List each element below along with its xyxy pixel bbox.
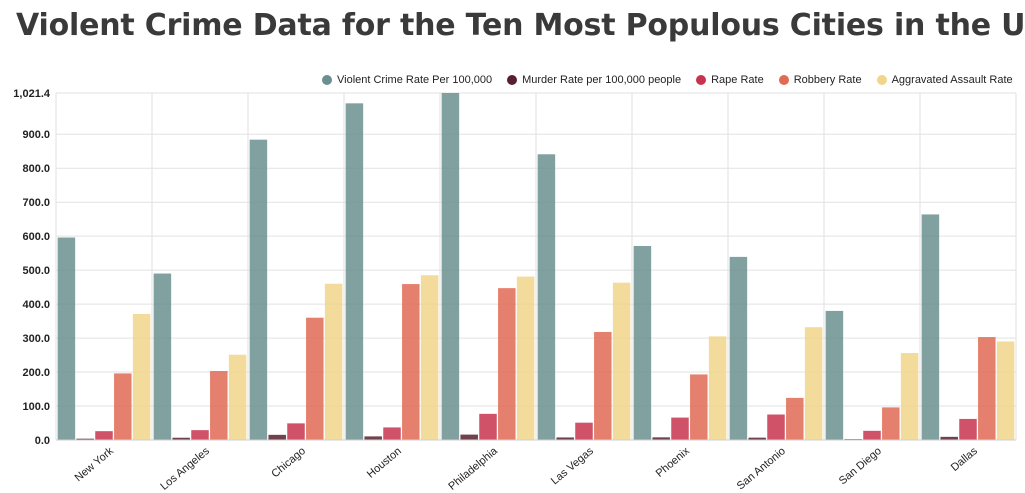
bar[interactable] (345, 103, 364, 440)
y-tick-label: 200.0 (22, 367, 50, 379)
bar[interactable] (690, 374, 708, 440)
x-tick-label: San Diego (837, 445, 884, 487)
bar[interactable] (153, 273, 172, 440)
legend-label: Robbery Rate (793, 74, 862, 86)
bar[interactable] (383, 427, 401, 440)
bar[interactable] (959, 418, 977, 440)
bar[interactable] (921, 214, 940, 440)
legend-swatch (322, 75, 332, 85)
bar[interactable] (575, 422, 593, 440)
bar[interactable] (402, 284, 420, 440)
bar[interactable] (537, 154, 556, 441)
bar[interactable] (612, 282, 631, 440)
y-tick-label: 300.0 (22, 333, 50, 345)
bar[interactable] (287, 423, 305, 440)
bar[interactable] (516, 276, 535, 440)
x-tick-label: Houston (365, 445, 404, 481)
bar[interactable] (900, 353, 919, 440)
legend-item[interactable]: Aggravated Assault Rate (876, 74, 1013, 86)
y-tick-label: 1,021.4 (13, 88, 51, 100)
bar[interactable] (825, 310, 844, 440)
bar[interactable] (671, 417, 689, 440)
bar[interactable] (95, 431, 113, 440)
bar[interactable] (863, 430, 881, 440)
bar[interactable] (498, 288, 516, 440)
chart-legend: Violent Crime Rate Per 100,000 Murder Rat… (322, 72, 1025, 88)
x-tick-label: Las Vegas (549, 445, 596, 488)
legend-item[interactable]: Murder Rate per 100,000 people (507, 74, 681, 86)
x-tick-label: Phoenix (654, 445, 693, 480)
bar[interactable] (633, 246, 652, 440)
legend-swatch (507, 75, 518, 85)
legend-swatch (778, 75, 789, 85)
x-tick-label: Chicago (269, 445, 308, 480)
bar[interactable] (996, 341, 1015, 440)
bar[interactable] (786, 397, 804, 440)
legend-swatch (696, 75, 707, 85)
y-tick-label: 500.0 (22, 265, 50, 277)
bar[interactable] (441, 93, 460, 440)
bar[interactable] (324, 283, 343, 440)
bar[interactable] (268, 434, 286, 440)
bar[interactable] (748, 437, 766, 440)
legend-label: Aggravated Assault Rate (891, 74, 1013, 86)
bar[interactable] (460, 434, 478, 440)
bar[interactable] (652, 437, 670, 440)
bar[interactable] (479, 413, 497, 440)
y-tick-label: 700.0 (22, 197, 50, 209)
bar[interactable] (767, 414, 785, 440)
bar[interactable] (57, 237, 76, 440)
bar[interactable] (556, 437, 574, 440)
page-title: Violent Crime Data for the Ten Most Popu… (16, 8, 1025, 43)
x-tick-label: Los Angeles (158, 445, 212, 493)
bar[interactable] (594, 331, 612, 440)
bar[interactable] (978, 337, 996, 440)
legend-swatch (876, 75, 887, 85)
bar[interactable] (708, 336, 727, 440)
x-tick-label: San Antonio (735, 445, 788, 492)
legend-label: Murder Rate per 100,000 people (522, 74, 682, 86)
bar[interactable] (882, 407, 900, 440)
bar[interactable] (249, 139, 268, 440)
bar[interactable] (306, 317, 324, 440)
y-tick-label: 0.0 (35, 435, 50, 447)
bar[interactable] (804, 327, 823, 440)
bar[interactable] (132, 313, 151, 440)
y-tick-label: 100.0 (22, 401, 50, 413)
bar[interactable] (420, 275, 439, 440)
bar[interactable] (191, 430, 209, 440)
x-tick-label: Philadelphia (446, 445, 500, 493)
bar[interactable] (114, 373, 132, 440)
bar[interactable] (76, 438, 94, 440)
legend-label: Violent Crime Rate Per 100,000 (337, 74, 493, 86)
y-tick-label: 400.0 (22, 299, 50, 311)
bar[interactable] (172, 437, 190, 440)
bar[interactable] (210, 371, 228, 440)
y-tick-label: 900.0 (22, 129, 50, 141)
x-tick-label: Dallas (949, 445, 981, 474)
y-tick-label: 800.0 (22, 163, 50, 175)
legend-item[interactable]: Violent Crime Rate Per 100,000 (322, 74, 492, 86)
y-tick-label: 600.0 (22, 231, 50, 243)
legend-item[interactable]: Robbery Rate (778, 74, 862, 86)
x-tick-label: New York (73, 445, 117, 484)
bar[interactable] (364, 436, 382, 440)
bar[interactable] (228, 354, 247, 440)
bar[interactable] (729, 256, 748, 440)
bar[interactable] (940, 436, 958, 440)
legend-label: Rape Rate (711, 74, 764, 86)
legend-item[interactable]: Rape Rate (696, 74, 764, 86)
